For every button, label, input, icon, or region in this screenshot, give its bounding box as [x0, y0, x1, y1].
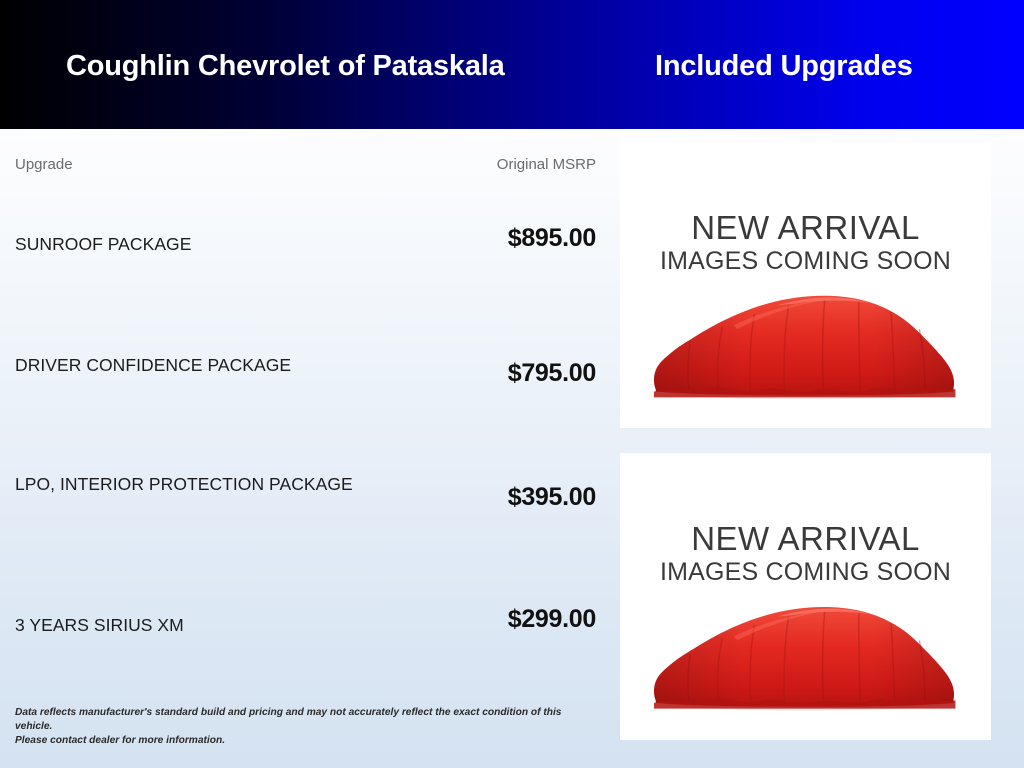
table-row: 3 YEARS SIRIUS XM $299.00 — [0, 566, 610, 691]
covered-car-icon — [653, 295, 956, 400]
upgrade-price: $299.00 — [507, 605, 597, 633]
upgrade-name: LPO, INTERIOR PROTECTION PACKAGE — [15, 474, 353, 494]
column-header-msrp: Original MSRP — [496, 156, 596, 173]
disclaimer-line-2: Please contact dealer for more informati… — [15, 735, 226, 746]
disclaimer-line-1: Data reflects manufacturer's standard bu… — [15, 707, 562, 732]
upgrade-price: $895.00 — [507, 224, 597, 252]
table-row: SUNROOF PACKAGE $895.00 — [0, 191, 610, 316]
upgrade-price: $795.00 — [507, 359, 597, 387]
vehicle-photo-placeholder[interactable]: NEW ARRIVAL IMAGES COMING SOON — [620, 142, 991, 428]
page-header: Coughlin Chevrolet of Pataskala Included… — [0, 0, 1024, 129]
column-header-upgrade: Upgrade — [15, 156, 73, 173]
upgrade-name: 3 YEARS SIRIUS XM — [15, 615, 184, 635]
covered-car-icon — [653, 607, 956, 711]
upgrades-table: Upgrade Original MSRP SUNROOF PACKAGE $8… — [0, 129, 610, 691]
photo-caption-secondary: IMAGES COMING SOON — [659, 558, 952, 587]
table-row: LPO, INTERIOR PROTECTION PACKAGE $395.00 — [0, 441, 610, 566]
photo-caption-primary: NEW ARRIVAL — [691, 208, 920, 246]
disclaimer-text: Data reflects manufacturer's standard bu… — [15, 706, 595, 748]
upgrade-name: SUNROOF PACKAGE — [15, 234, 192, 254]
content-area: Upgrade Original MSRP SUNROOF PACKAGE $8… — [0, 129, 1024, 768]
dealer-name-title: Coughlin Chevrolet of Pataskala — [66, 50, 505, 82]
upgrade-name: DRIVER CONFIDENCE PACKAGE — [15, 355, 292, 375]
photo-caption-primary: NEW ARRIVAL — [691, 519, 920, 557]
photo-caption-secondary: IMAGES COMING SOON — [659, 246, 952, 275]
section-title: Included Upgrades — [655, 50, 913, 82]
vehicle-photo-placeholder[interactable]: NEW ARRIVAL IMAGES COMING SOON — [620, 453, 991, 740]
table-header-row: Upgrade Original MSRP — [0, 129, 610, 191]
table-row: DRIVER CONFIDENCE PACKAGE $795.00 — [0, 316, 610, 441]
upgrade-price: $395.00 — [507, 483, 597, 511]
